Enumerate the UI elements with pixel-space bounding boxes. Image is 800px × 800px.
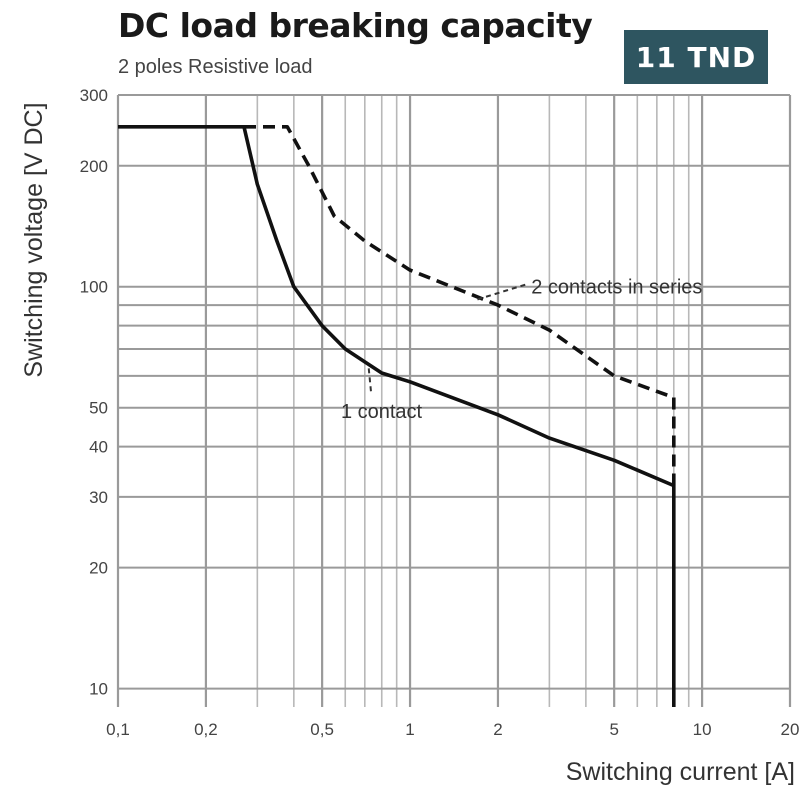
y-tick-label: 20	[89, 559, 108, 578]
series-lines	[118, 125, 676, 707]
x-tick-label: 1	[405, 720, 414, 739]
annotation-leader	[367, 364, 372, 392]
annotations: 2 contacts in series 1 contact	[341, 277, 702, 424]
series-line-2-contacts	[244, 125, 676, 486]
series-line-1-contact	[118, 125, 676, 707]
annotation-label: 2 contacts in series	[531, 277, 702, 299]
annotation-label: 1 contact	[341, 401, 423, 423]
x-tick-label: 0,1	[106, 720, 130, 739]
y-tick-label: 30	[89, 488, 108, 507]
chart-title: DC load breaking capacity	[118, 6, 593, 45]
y-tick-label: 10	[89, 680, 108, 699]
x-tick-label: 20	[781, 720, 800, 739]
x-tick-label: 2	[493, 720, 502, 739]
y-tick-label: 100	[80, 278, 108, 297]
tick-labels: 0,1 0,2 0,5 1 2 5 10 20 10 20 30 40 50 100 200 300	[80, 86, 800, 739]
y-tick-label: 40	[89, 438, 108, 457]
x-axis-label: Switching current [A]	[566, 758, 795, 786]
y-tick-label: 300	[80, 86, 108, 105]
x-tick-label: 5	[609, 720, 618, 739]
x-tick-label: 0,5	[310, 720, 334, 739]
y-axis-label: Switching voltage [V DC]	[20, 102, 48, 377]
chart-subtitle: 2 poles Resistive load	[118, 56, 313, 78]
y-tick-label: 50	[89, 399, 108, 418]
x-tick-label: 0,2	[194, 720, 218, 739]
x-tick-label: 10	[693, 720, 712, 739]
y-tick-label: 200	[80, 157, 108, 176]
product-badge: 11 TND	[624, 30, 768, 84]
grid-lines	[116, 94, 792, 707]
